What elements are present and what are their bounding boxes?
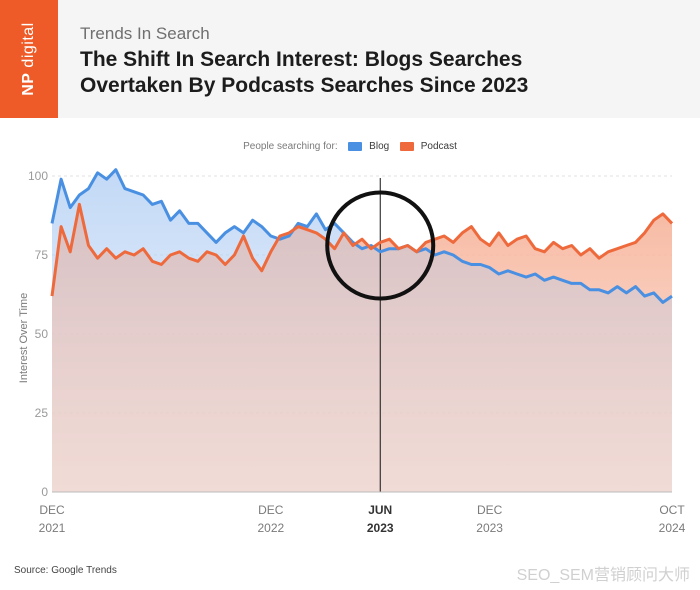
chart-title: The Shift In Search Interest: Blogs Sear… bbox=[80, 47, 680, 99]
legend-label-blog: Blog bbox=[369, 141, 390, 152]
title-line-2: Overtaken By Podcasts Searches Since 202… bbox=[80, 74, 529, 97]
y-tick-label-75: 75 bbox=[35, 248, 49, 262]
x-tick-year-2024-oct: 2024 bbox=[659, 521, 686, 535]
x-tick-month-2024-oct: OCT bbox=[659, 503, 685, 517]
podcast-series-line bbox=[50, 202, 674, 297]
x-tick-month-2021-dec: DEC bbox=[39, 503, 65, 517]
legend-prefix: People searching for: bbox=[243, 141, 338, 152]
x-tick-year-2021-dec: 2021 bbox=[39, 521, 66, 535]
chart-subtitle: Trends In Search bbox=[80, 24, 210, 43]
legend-label-podcast: Podcast bbox=[420, 141, 457, 152]
legend-swatch-blog bbox=[348, 142, 363, 151]
blog-series-line bbox=[50, 168, 673, 304]
y-axis-label: Interest Over Time bbox=[18, 293, 30, 383]
np-digital-logo: NP digital bbox=[0, 0, 58, 118]
y-tick-label-0: 0 bbox=[41, 485, 48, 499]
source-note: Source: Google Trends bbox=[14, 565, 117, 576]
x-tick-month-2023-dec: DEC bbox=[477, 503, 503, 517]
y-tick-label-50: 50 bbox=[35, 327, 49, 341]
x-tick-year-2022-dec: 2022 bbox=[257, 521, 284, 535]
crossover-highlight-circle bbox=[325, 190, 436, 301]
blog-area bbox=[52, 169, 672, 492]
legend: People searching for: Blog Podcast bbox=[0, 141, 700, 152]
header-band: NP digital Trends In Search The Shift In… bbox=[0, 0, 700, 118]
y-tick-label-25: 25 bbox=[35, 406, 49, 420]
legend-swatch-podcast bbox=[399, 142, 414, 151]
x-tick-year-2023-jun: 2023 bbox=[367, 521, 394, 535]
podcast-area-overlay bbox=[52, 204, 672, 492]
x-tick-month-2022-dec: DEC bbox=[258, 503, 284, 517]
x-tick-month-2023-jun: JUN bbox=[368, 503, 392, 517]
x-tick-year-2023-dec: 2023 bbox=[476, 521, 503, 535]
y-tick-label-100: 100 bbox=[28, 169, 48, 183]
title-line-1: The Shift In Search Interest: Blogs Sear… bbox=[80, 48, 523, 71]
watermark: SEO_SEM营销顾问大师 bbox=[516, 567, 690, 584]
